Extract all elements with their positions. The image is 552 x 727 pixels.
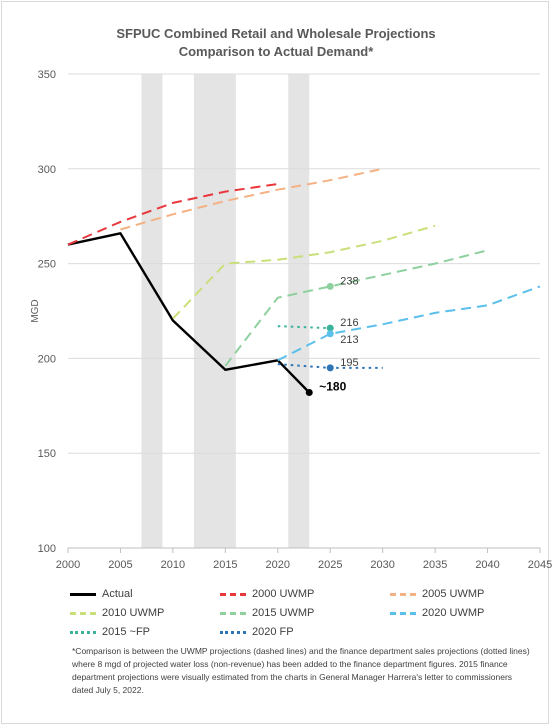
x-tick-label-2000: 2000: [56, 559, 80, 571]
legend-swatch: [220, 611, 246, 615]
chart-subtitle: Comparison to Actual Demand*: [178, 44, 374, 59]
shaded-period-2: [288, 74, 310, 548]
series-line-2015-uwmp: [224, 249, 488, 367]
x-tick-label-2015: 2015: [213, 559, 237, 571]
shaded-period-0: [141, 74, 163, 548]
annotation-marker-2: [326, 330, 334, 338]
x-tick-label-2040: 2040: [475, 559, 499, 571]
legend-item-2020-uwmp: 2020 UWMP: [390, 607, 484, 619]
legend-label: 2020 FP: [252, 626, 294, 638]
legend-item-2000-uwmp: 2000 UWMP: [220, 588, 314, 600]
series-line-2015-fp: [277, 325, 331, 330]
legend-item-2020-fp: 2020 FP: [220, 626, 294, 638]
annotation-marker-3: [326, 364, 334, 372]
legend-swatch: [390, 592, 416, 596]
series-line-2000-uwmp: [67, 183, 278, 246]
y-tick-label-100: 100: [38, 543, 56, 555]
y-tick-label-200: 200: [38, 353, 56, 365]
legend-item-actual: Actual: [70, 588, 133, 600]
series-line-2010-uwmp: [172, 224, 436, 320]
x-tick-label-2005: 2005: [108, 559, 132, 571]
legend-item-2015-uwmp: 2015 UWMP: [220, 607, 314, 619]
annotation-label-3: 195: [340, 357, 358, 369]
legend-swatch: [220, 592, 246, 596]
annotation-label-1: 216: [340, 317, 358, 329]
annotation-label-2: 213: [340, 334, 358, 346]
chart-footnote: *Comparison is between the UWMP projecti…: [72, 646, 530, 695]
x-tick-label-2030: 2030: [370, 559, 394, 571]
legend-item-2015-fp: 2015 ~FP: [70, 626, 150, 638]
series-line-2020-uwmp: [277, 285, 541, 362]
annotation-marker-0: [326, 282, 334, 290]
series-line-2005-uwmp: [120, 167, 383, 231]
legend-swatch: [220, 630, 246, 634]
legend-label: 2010 UWMP: [102, 607, 165, 619]
shaded-period-1: [193, 74, 236, 548]
legend-label: 2005 UWMP: [422, 588, 485, 600]
legend-label: 2015 UWMP: [252, 607, 315, 619]
series-line-actual: [67, 232, 311, 394]
x-tick-label-2035: 2035: [423, 559, 447, 571]
legend-label: 2000 UWMP: [252, 588, 315, 600]
legend-label: 2015 ~FP: [102, 626, 151, 638]
annotation-marker-1: [326, 324, 334, 332]
y-tick-label-350: 350: [38, 69, 56, 81]
annotation-marker-4: [305, 389, 313, 397]
y-tick-label-250: 250: [38, 259, 56, 271]
x-tick-label-2020: 2020: [266, 559, 290, 571]
y-tick-label-300: 300: [38, 164, 56, 176]
legend-swatch: [70, 611, 96, 615]
x-tick-label-2045: 2045: [528, 559, 552, 571]
legend-label: 2020 UWMP: [422, 607, 485, 619]
annotation-label-0: 238: [340, 275, 358, 287]
y-tick-label-150: 150: [38, 448, 56, 460]
annotation-label-4: ~180: [319, 380, 346, 394]
x-tick-label-2025: 2025: [318, 559, 342, 571]
x-tick-label-2010: 2010: [161, 559, 185, 571]
y-axis-label: MGD: [30, 299, 41, 322]
legend-item-2010-uwmp: 2010 UWMP: [70, 607, 164, 619]
chart-title: SFPUC Combined Retail and Wholesale Proj…: [116, 26, 436, 41]
legend-swatch: [70, 630, 96, 634]
legend-item-2005-uwmp: 2005 UWMP: [390, 588, 484, 600]
legend-swatch: [390, 611, 416, 615]
legend-swatch: [70, 592, 96, 596]
legend-label: Actual: [102, 588, 133, 600]
